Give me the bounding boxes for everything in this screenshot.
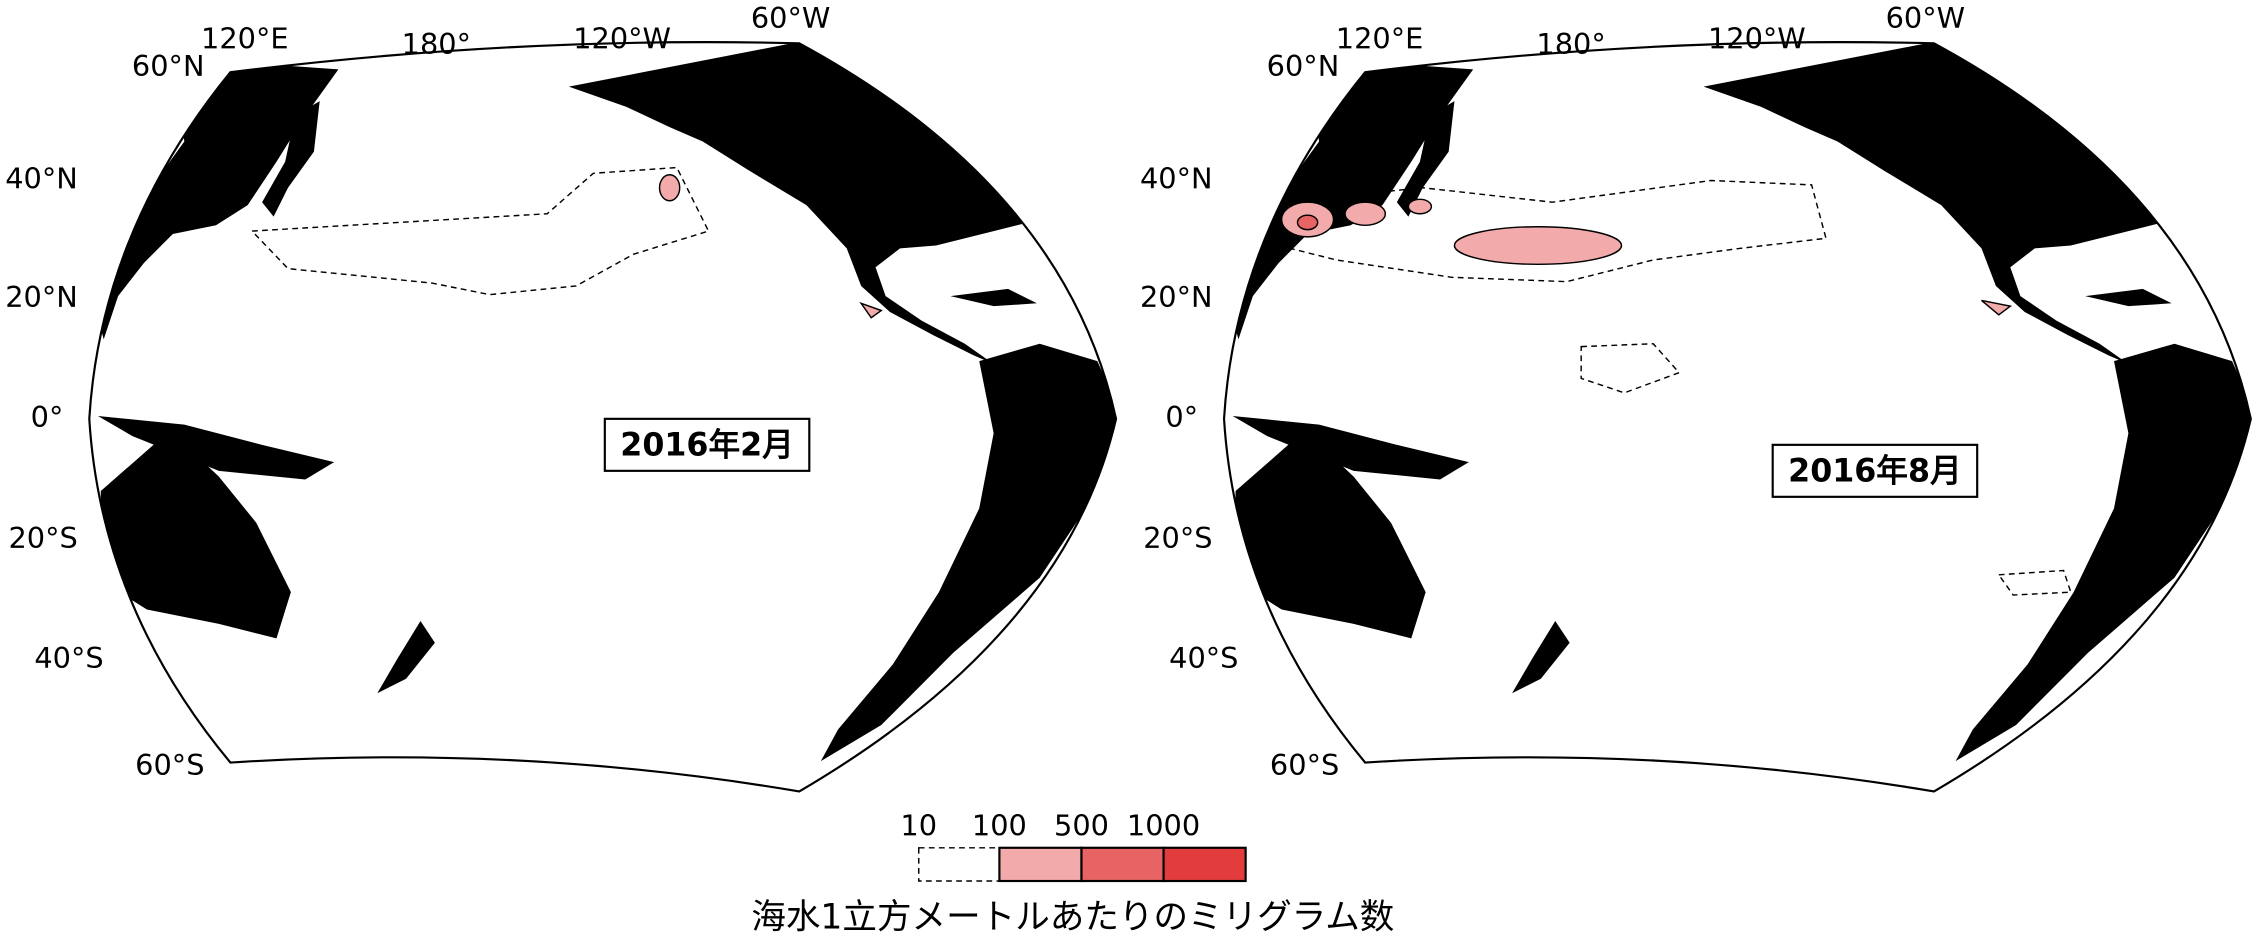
lat-label: 40°S bbox=[34, 641, 103, 675]
lon-label: 120°W bbox=[1708, 21, 1806, 55]
lon-label: 60°W bbox=[1886, 1, 1965, 35]
map-panel: 120°E 180° 120°W 60°W 60°N 40°N 20°N 0° 20°S 40°S… bbox=[1140, 1, 2252, 793]
legend-tick: 100 bbox=[972, 809, 1027, 843]
lon-label: 180° bbox=[1536, 27, 1605, 61]
map-area bbox=[1226, 42, 2251, 762]
lat-label: 20°S bbox=[1143, 521, 1212, 555]
lat-label: 0° bbox=[31, 400, 64, 434]
lat-label: 20°N bbox=[1140, 280, 1213, 314]
lon-label: 60°W bbox=[751, 1, 830, 35]
legend-tick: 1000 bbox=[1127, 809, 1200, 843]
legend-bin bbox=[1080, 846, 1165, 883]
legend-bin bbox=[1162, 846, 1247, 883]
title-box bbox=[1771, 443, 1979, 498]
lat-label: 60°S bbox=[135, 748, 204, 782]
lon-label: 120°E bbox=[201, 21, 289, 55]
lat-label: 40°N bbox=[1140, 162, 1213, 196]
legend-tick: 10 bbox=[900, 809, 937, 843]
panel-title: 2016年2月 bbox=[620, 427, 794, 463]
map-frame bbox=[88, 41, 1118, 793]
lat-label: 20°S bbox=[8, 521, 77, 555]
legend-bin bbox=[918, 847, 1001, 882]
panel-title: 2016年8月 bbox=[1788, 453, 1962, 489]
title-box bbox=[603, 417, 811, 472]
lat-label: 40°N bbox=[5, 162, 78, 196]
map-area bbox=[92, 42, 1117, 762]
lon-label: 180° bbox=[402, 27, 471, 61]
map-panel: 120°E 180° 120°W 60°W 60°N 40°N 20°N 0° 20°S 40°S… bbox=[5, 1, 1118, 793]
contours bbox=[1278, 179, 2072, 596]
lat-label: 40°S bbox=[1169, 641, 1238, 675]
land bbox=[92, 42, 1117, 762]
legend-caption: 海水1立方メートルあたりのミリグラム数 bbox=[751, 898, 1394, 938]
lon-label: 120°W bbox=[573, 21, 671, 55]
lat-label: 0° bbox=[1165, 400, 1198, 434]
lat-label: 60°N bbox=[1267, 49, 1340, 83]
lat-label: 60°S bbox=[1270, 748, 1339, 782]
lat-label: 60°N bbox=[132, 49, 205, 83]
lon-label: 120°E bbox=[1336, 21, 1424, 55]
map-frame bbox=[1222, 41, 2252, 793]
land bbox=[1226, 42, 2251, 762]
legend-tick: 500 bbox=[1054, 809, 1109, 843]
legend-bin bbox=[998, 846, 1083, 883]
lat-label: 20°N bbox=[5, 280, 78, 314]
